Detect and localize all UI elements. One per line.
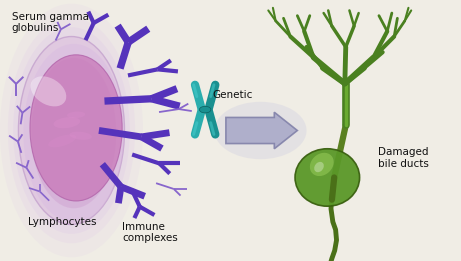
Ellipse shape bbox=[70, 132, 92, 140]
Ellipse shape bbox=[0, 4, 143, 257]
FancyArrow shape bbox=[226, 112, 297, 149]
Ellipse shape bbox=[24, 44, 124, 222]
Text: Lymphocytes: Lymphocytes bbox=[28, 217, 96, 227]
Ellipse shape bbox=[200, 106, 211, 113]
Ellipse shape bbox=[18, 37, 124, 224]
Ellipse shape bbox=[314, 162, 324, 172]
Ellipse shape bbox=[31, 58, 116, 208]
Ellipse shape bbox=[310, 153, 334, 176]
Ellipse shape bbox=[30, 55, 122, 201]
Ellipse shape bbox=[8, 18, 135, 243]
Text: Immune
complexes: Immune complexes bbox=[122, 222, 178, 244]
Ellipse shape bbox=[295, 149, 360, 206]
Text: Serum gamma
globulins: Serum gamma globulins bbox=[12, 12, 89, 33]
Text: Damaged
bile ducts: Damaged bile ducts bbox=[378, 147, 429, 169]
Ellipse shape bbox=[214, 102, 307, 159]
Ellipse shape bbox=[30, 76, 66, 106]
Ellipse shape bbox=[48, 134, 76, 147]
Ellipse shape bbox=[13, 27, 130, 234]
Ellipse shape bbox=[67, 111, 85, 118]
Ellipse shape bbox=[53, 117, 80, 128]
Text: Genetic: Genetic bbox=[212, 90, 253, 100]
